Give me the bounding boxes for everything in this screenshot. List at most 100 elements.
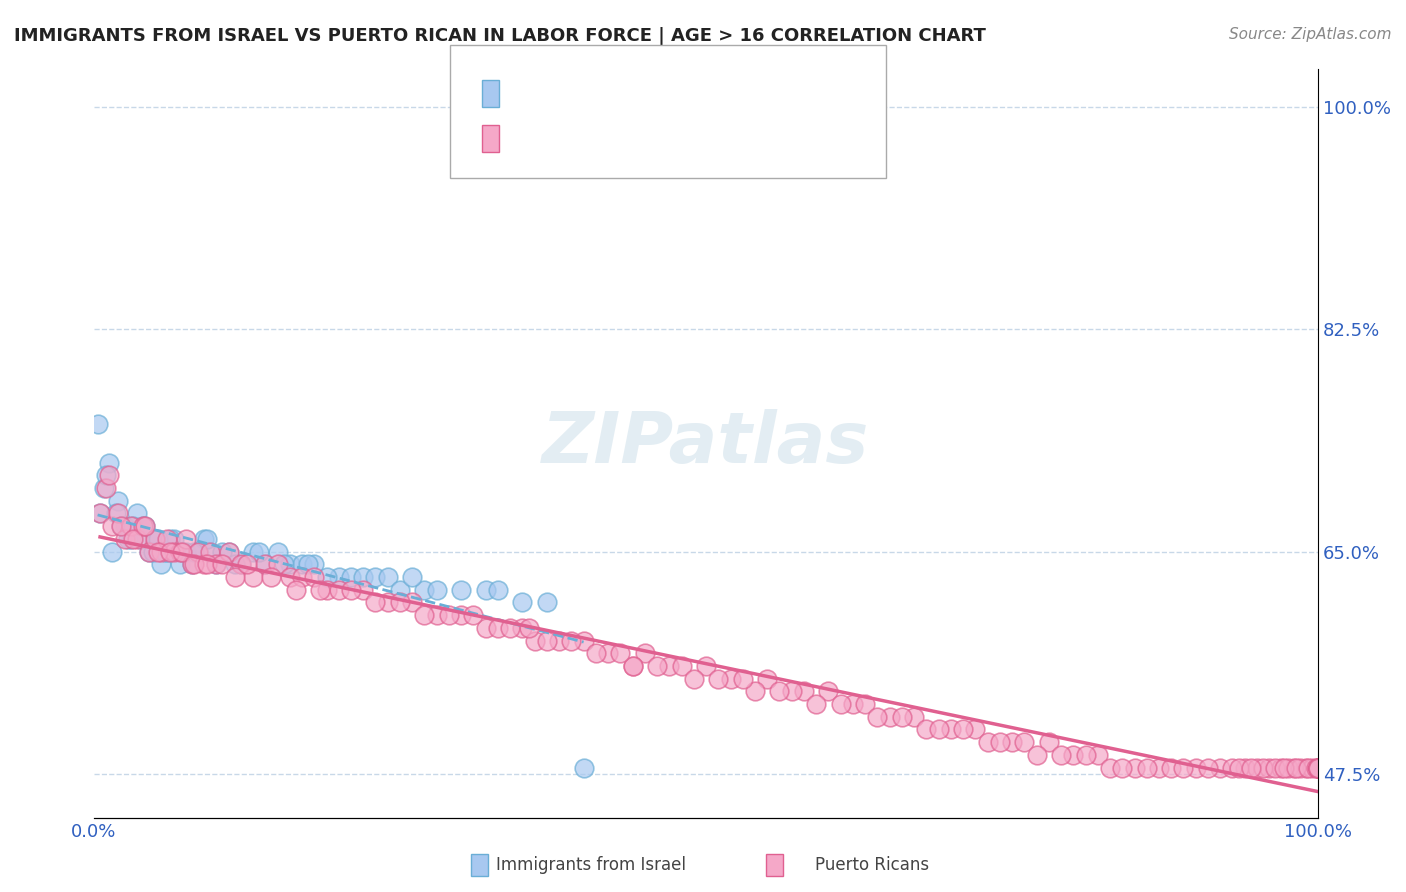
Point [129, 532, 152, 546]
Point [1258, 761, 1281, 775]
Point [1298, 761, 1320, 775]
Point [328, 570, 350, 584]
Point [817, 684, 839, 698]
Point [110, 519, 132, 533]
Point [536, 633, 558, 648]
Point [1160, 761, 1182, 775]
Text: ZIPatlas: ZIPatlas [543, 409, 870, 478]
Point [218, 544, 240, 558]
Text: Source: ZipAtlas.com: Source: ZipAtlas.com [1229, 27, 1392, 42]
Point [120, 532, 142, 546]
Point [211, 558, 233, 572]
Point [187, 544, 209, 558]
Point [153, 544, 176, 558]
Point [903, 710, 925, 724]
Point [134, 519, 156, 533]
Point [744, 684, 766, 698]
Point [621, 659, 644, 673]
Point [560, 633, 582, 648]
Point [401, 570, 423, 584]
Point [474, 621, 496, 635]
Point [104, 507, 127, 521]
Point [621, 659, 644, 673]
Point [200, 544, 222, 558]
Point [183, 544, 205, 558]
Point [200, 544, 222, 558]
Point [645, 659, 668, 673]
Point [523, 633, 546, 648]
Point [110, 519, 132, 533]
Point [517, 621, 540, 635]
Point [291, 570, 314, 584]
Point [1251, 761, 1274, 775]
Point [486, 582, 509, 597]
Point [830, 697, 852, 711]
Point [114, 532, 136, 546]
Text: R =  -0.671   N = 145: R = -0.671 N = 145 [499, 129, 709, 147]
Point [328, 582, 350, 597]
Point [122, 519, 145, 533]
Point [793, 684, 815, 698]
Point [183, 558, 205, 572]
Point [572, 761, 595, 775]
Point [426, 582, 449, 597]
Point [291, 558, 314, 572]
Point [1136, 761, 1159, 775]
Point [1308, 761, 1330, 775]
Point [1305, 761, 1327, 775]
Point [806, 697, 828, 711]
Point [474, 582, 496, 597]
Point [1111, 761, 1133, 775]
Point [842, 697, 865, 711]
Point [976, 735, 998, 749]
Point [1001, 735, 1024, 749]
Point [1308, 761, 1330, 775]
Point [965, 723, 987, 737]
Point [138, 544, 160, 558]
Point [377, 595, 399, 609]
Point [1197, 761, 1219, 775]
Point [1062, 747, 1084, 762]
Point [866, 710, 889, 724]
Point [1074, 747, 1097, 762]
Point [1308, 761, 1330, 775]
Point [1295, 761, 1317, 775]
Point [352, 582, 374, 597]
Point [1014, 735, 1036, 749]
Point [1123, 761, 1146, 775]
Point [134, 519, 156, 533]
Point [146, 544, 169, 558]
Point [143, 532, 166, 546]
Point [1222, 761, 1244, 775]
Point [169, 558, 191, 572]
Point [96, 468, 118, 483]
Point [340, 570, 363, 584]
Point [756, 672, 779, 686]
Point [671, 659, 693, 673]
Point [101, 544, 124, 558]
Point [572, 633, 595, 648]
Point [879, 710, 901, 724]
Point [377, 570, 399, 584]
Point [236, 558, 259, 572]
Point [598, 646, 620, 660]
Point [187, 544, 209, 558]
Point [1270, 761, 1292, 775]
Point [939, 723, 962, 737]
Point [780, 684, 803, 698]
Point [1038, 735, 1060, 749]
Point [224, 558, 246, 572]
Point [1246, 761, 1268, 775]
Point [273, 558, 295, 572]
Point [120, 519, 142, 533]
Point [768, 684, 790, 698]
Point [536, 595, 558, 609]
Point [1147, 761, 1170, 775]
Point [107, 507, 129, 521]
Point [162, 532, 184, 546]
Text: IMMIGRANTS FROM ISRAEL VS PUERTO RICAN IN LABOR FORCE | AGE > 16 CORRELATION CHA: IMMIGRANTS FROM ISRAEL VS PUERTO RICAN I… [14, 27, 986, 45]
Point [304, 570, 326, 584]
Point [1025, 747, 1047, 762]
Point [224, 570, 246, 584]
Point [159, 544, 181, 558]
